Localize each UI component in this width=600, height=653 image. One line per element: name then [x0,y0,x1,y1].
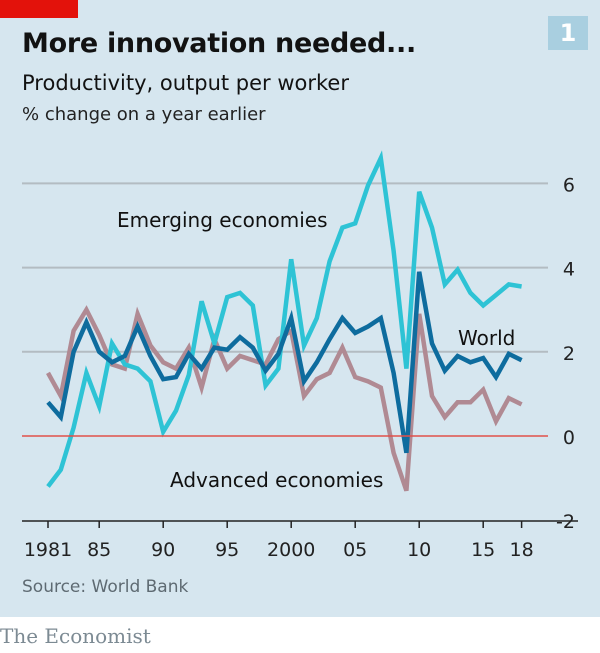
chart-title: More innovation needed... [22,28,416,59]
x-tick-label: 05 [343,539,367,561]
x-tick-label: 2000 [267,539,315,561]
series-label-advanced: Advanced economies [170,468,383,492]
x-tick-label: 10 [407,539,431,561]
x-tick-label: 90 [151,539,175,561]
y-tick-label: 6 [563,174,575,196]
y-tick-label: 4 [563,259,575,281]
y-tick-label: -2 [556,511,575,533]
chart-subtitle: Productivity, output per worker [22,71,349,95]
y-tick-label: 0 [563,427,575,449]
x-tick-label: 85 [87,539,111,561]
series-line-world [46,271,523,454]
x-tick-label: 95 [215,539,239,561]
series-label-world: World [458,326,515,350]
x-tick-label: 1981 [24,539,72,561]
economist-logo: The Economist [0,624,151,648]
chart-unit: % change on a year earlier [22,104,266,125]
x-tick-label: 15 [471,539,495,561]
chart-number-badge: 1 [548,16,588,50]
line-chart: 6 4 2 0 -2 1981 85 90 95 2000 05 10 15 18 Advanced eco… [22,150,578,561]
source-note: Source: World Bank [22,577,189,597]
y-tick-label: 2 [563,343,575,365]
series-label-emerging: Emerging economies [117,208,328,232]
x-tick-label: 18 [510,539,534,561]
brand-red-bar [0,0,78,18]
series-line-emerging [46,150,522,488]
